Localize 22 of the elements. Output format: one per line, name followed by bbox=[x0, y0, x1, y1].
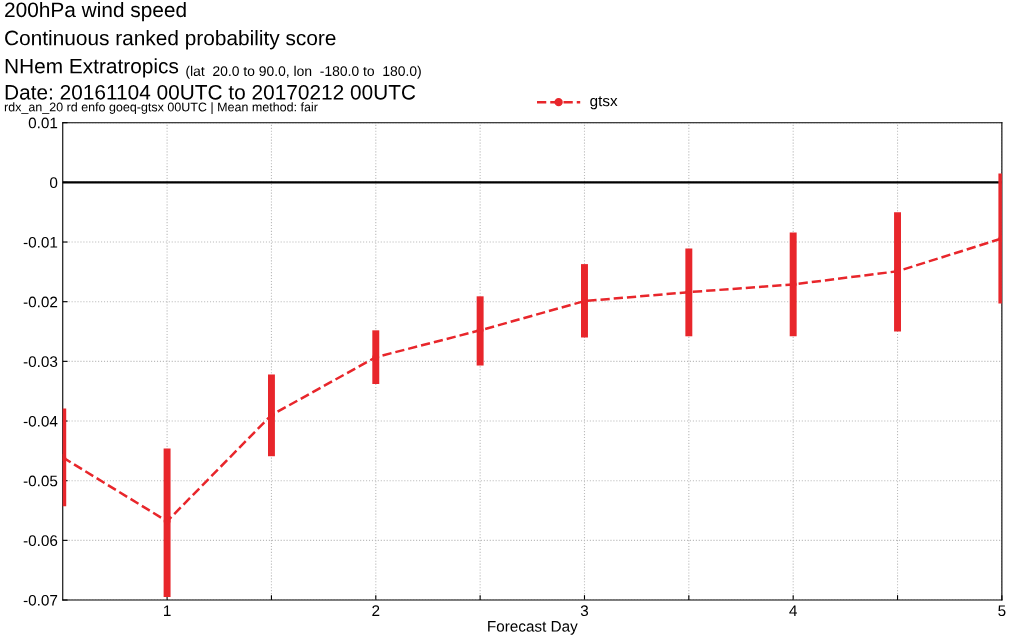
y-tick-label: -0.01 bbox=[23, 236, 58, 248]
x-tick-label: 5 bbox=[998, 605, 1006, 617]
text: Date: 20161104 00UTC to 20170212 00UTC bbox=[5, 84, 416, 100]
y-tick-label: -0.07 bbox=[23, 594, 58, 606]
chart-title: 200hPa wind speed bbox=[5, 1, 186, 22]
y-tick-label: 0 bbox=[49, 177, 58, 189]
x-axis-title: Forecast Day bbox=[488, 621, 578, 635]
x-tick-label: 3 bbox=[580, 605, 589, 617]
legend-label: gtsx bbox=[590, 96, 618, 110]
x-tick-label: 2 bbox=[372, 605, 380, 616]
y-tick-label: 0.01 bbox=[28, 117, 58, 129]
y-tick-label: -0.06 bbox=[23, 535, 58, 547]
text: NHem Extratropics bbox=[5, 58, 179, 78]
text: rdx_an_20 rd enfo goeq-gtsx 00UTC | Mean method: fair bbox=[4, 102, 318, 114]
x-tick-label: 1 bbox=[164, 605, 171, 616]
x-tick-label: 4 bbox=[789, 605, 797, 616]
y-tick-label: -0.04 bbox=[23, 415, 58, 427]
y-tick-label: -0.03 bbox=[23, 356, 58, 368]
y-tick-label: -0.02 bbox=[23, 296, 58, 308]
chart-subtitle: Continuous ranked probability score bbox=[5, 30, 336, 50]
text: (lat 20.0 to 90.0, lon -180.0 to 180.0) bbox=[186, 65, 421, 79]
y-tick-label: -0.05 bbox=[23, 475, 58, 487]
